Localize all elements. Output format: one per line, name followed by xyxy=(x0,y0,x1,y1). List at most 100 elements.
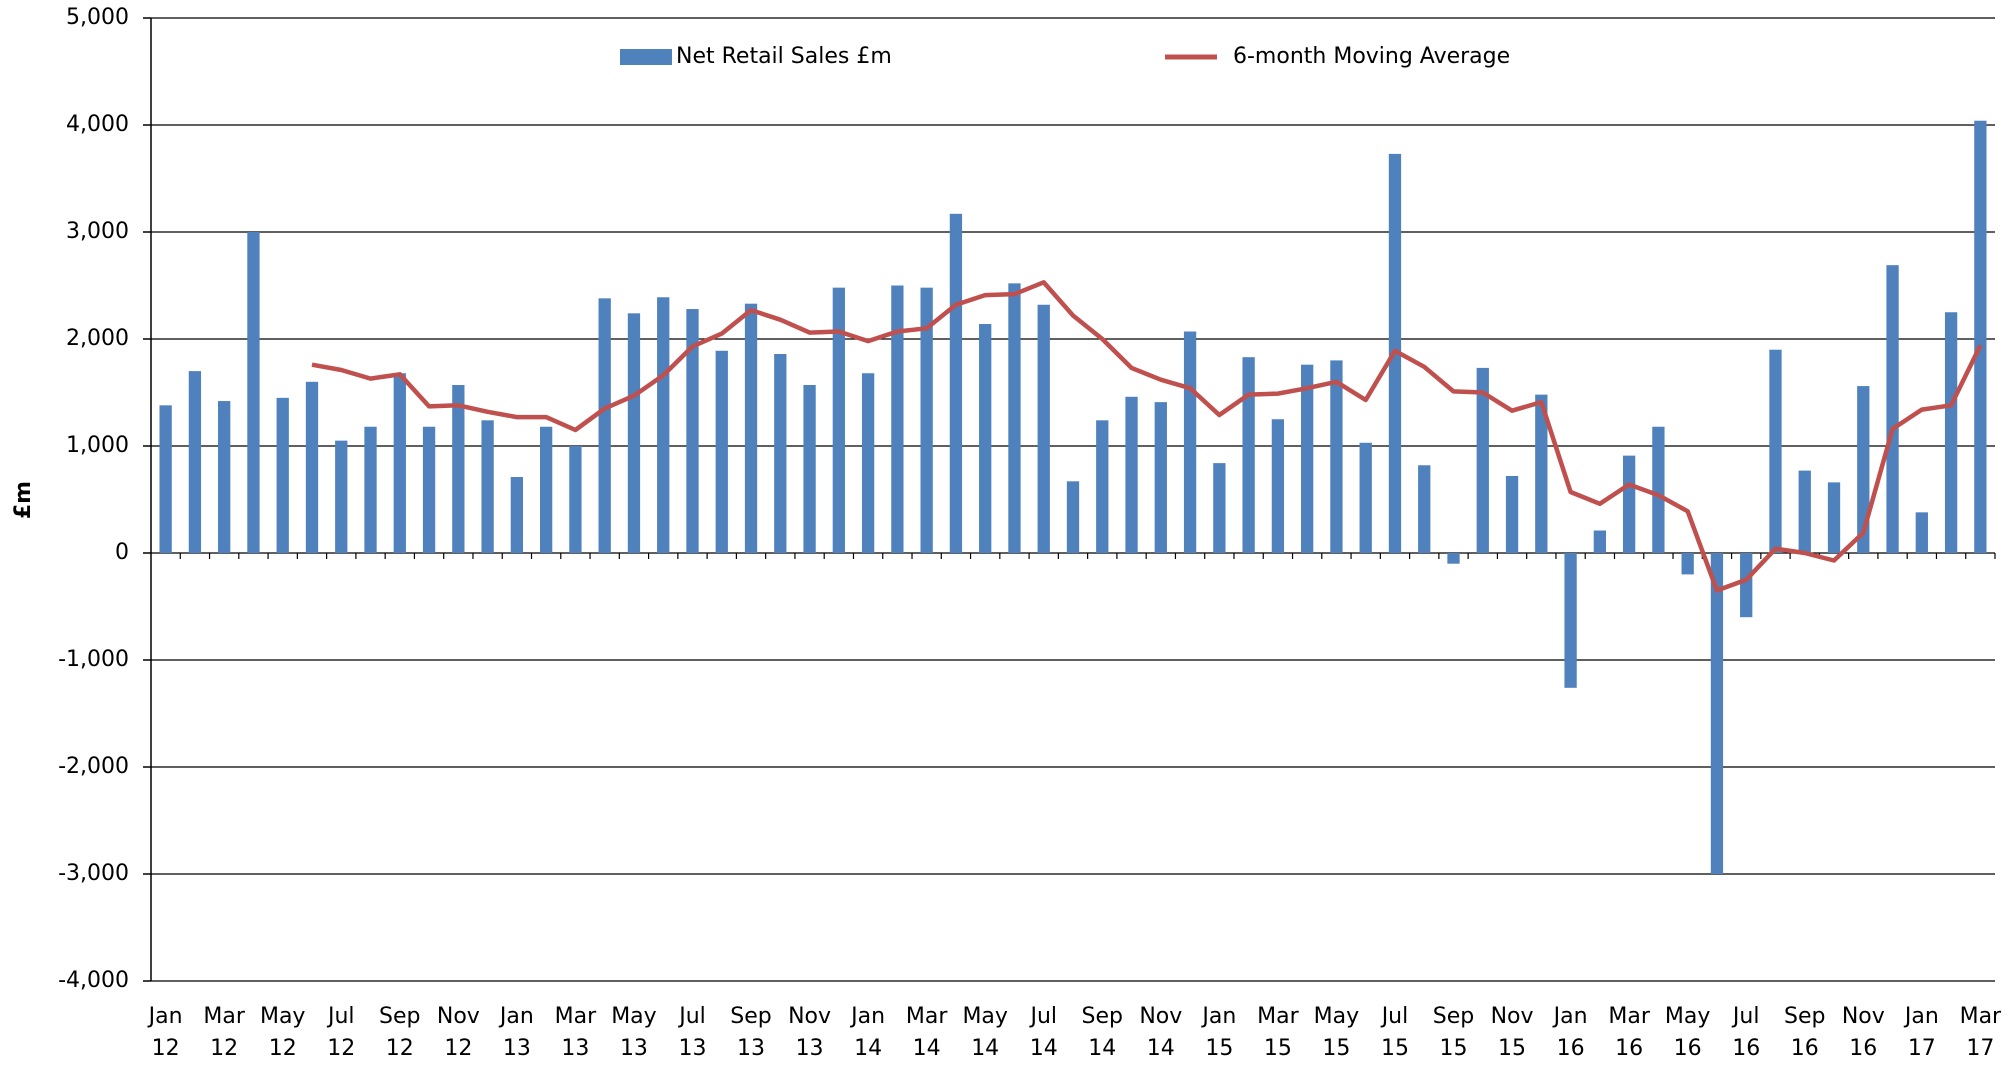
bar xyxy=(1681,553,1694,575)
x-tick-label: May 12 xyxy=(260,1004,305,1061)
bar xyxy=(393,373,406,553)
bar xyxy=(1213,463,1226,553)
y-tick-label: -2,000 xyxy=(58,754,129,779)
bar xyxy=(159,405,172,553)
bar xyxy=(803,385,816,553)
x-tick-label: Sep 13 xyxy=(730,1004,771,1061)
bar xyxy=(452,385,465,553)
x-tick-label: Jul 15 xyxy=(1380,1004,1409,1061)
bar xyxy=(1066,481,1080,553)
bar xyxy=(832,287,845,553)
bar xyxy=(1974,120,1987,553)
bar xyxy=(364,426,377,553)
bar xyxy=(1154,402,1167,553)
bar xyxy=(1418,465,1431,553)
bar xyxy=(920,287,933,553)
x-tick-label: Jan 16 xyxy=(1552,1004,1588,1061)
x-tick-label: Jan 17 xyxy=(1903,1004,1939,1061)
x-tick-label: Nov 13 xyxy=(788,1004,831,1061)
bar xyxy=(569,446,582,553)
bar xyxy=(774,353,787,553)
bar xyxy=(1037,304,1050,553)
bar xyxy=(276,397,289,553)
bar xyxy=(686,309,699,553)
x-tick-label: Jan 15 xyxy=(1200,1004,1236,1061)
y-tick-label: 5,000 xyxy=(66,5,129,30)
x-tick-label: Nov 12 xyxy=(437,1004,480,1061)
x-tick-label: Mar 17 xyxy=(1960,1004,2002,1061)
bar xyxy=(218,401,231,553)
bar xyxy=(1125,396,1138,553)
bar xyxy=(247,232,260,553)
bar xyxy=(1915,512,1928,553)
bar xyxy=(1008,283,1021,553)
bar xyxy=(861,373,875,553)
x-tick-label: Jul 16 xyxy=(1731,1004,1760,1061)
bar xyxy=(1096,420,1109,553)
bar xyxy=(598,298,611,553)
y-tick-label: 0 xyxy=(115,540,129,565)
x-tick-label: Mar 15 xyxy=(1257,1004,1299,1061)
x-tick-label: May 16 xyxy=(1665,1004,1710,1061)
y-tick-label: -1,000 xyxy=(58,647,129,672)
bar xyxy=(1359,442,1372,553)
bar xyxy=(1827,482,1841,553)
x-tick-label: Sep 14 xyxy=(1082,1004,1123,1061)
legend-swatch xyxy=(620,49,672,65)
bar xyxy=(657,297,670,553)
bar xyxy=(1710,553,1724,874)
x-tick-label: Jan 13 xyxy=(498,1004,534,1061)
x-tick-label: Nov 14 xyxy=(1139,1004,1182,1061)
legend-label: 6-month Moving Average xyxy=(1233,44,1510,69)
bar xyxy=(1535,394,1548,553)
bar xyxy=(1330,360,1343,553)
line xyxy=(311,280,1983,593)
bar xyxy=(891,285,904,553)
y-axis-label: £m xyxy=(11,481,36,519)
y-tick-label: 1,000 xyxy=(66,433,129,458)
bar xyxy=(1857,386,1870,553)
bar xyxy=(539,426,553,553)
bar xyxy=(1242,357,1255,553)
x-tick-label: Jan 12 xyxy=(147,1004,183,1061)
bar xyxy=(949,213,963,553)
x-tick-label: Mar 12 xyxy=(203,1004,245,1061)
x-tick-label: Sep 15 xyxy=(1433,1004,1474,1061)
x-tick-label: Mar 16 xyxy=(1608,1004,1650,1061)
x-tick-label: May 15 xyxy=(1314,1004,1359,1061)
bar xyxy=(715,350,728,553)
x-tick-label: Nov 15 xyxy=(1491,1004,1534,1061)
bar xyxy=(744,303,758,553)
x-tick-label: Mar 14 xyxy=(906,1004,948,1061)
bar xyxy=(305,381,319,553)
x-tick-label: Jul 14 xyxy=(1028,1004,1057,1061)
y-tick-label: -4,000 xyxy=(58,968,129,993)
bar xyxy=(1622,455,1636,553)
y-tick-label: 4,000 xyxy=(66,112,129,137)
bar xyxy=(1798,470,1811,553)
bar xyxy=(188,371,202,553)
x-tick-label: Jan 14 xyxy=(849,1004,885,1061)
x-tick-label: Sep 16 xyxy=(1784,1004,1825,1061)
bar xyxy=(510,477,524,553)
bar xyxy=(1271,419,1285,553)
x-tick-label: May 13 xyxy=(611,1004,656,1061)
bar xyxy=(1593,530,1607,553)
x-tick-label: May 14 xyxy=(962,1004,1007,1061)
bar xyxy=(422,426,436,553)
bar xyxy=(1476,367,1489,553)
bar xyxy=(335,440,348,553)
x-tick-label: Jul 12 xyxy=(326,1004,355,1061)
bar xyxy=(1564,553,1577,688)
y-tick-label: 3,000 xyxy=(66,219,129,244)
x-tick-label: Sep 12 xyxy=(379,1004,420,1061)
bar xyxy=(979,324,992,553)
y-tick-label: 2,000 xyxy=(66,326,129,351)
bar xyxy=(1447,553,1460,564)
x-tick-label: Jul 13 xyxy=(677,1004,706,1061)
bar xyxy=(1505,475,1519,553)
bar xyxy=(481,420,494,553)
bar xyxy=(1740,553,1753,618)
bar xyxy=(1886,265,1899,553)
